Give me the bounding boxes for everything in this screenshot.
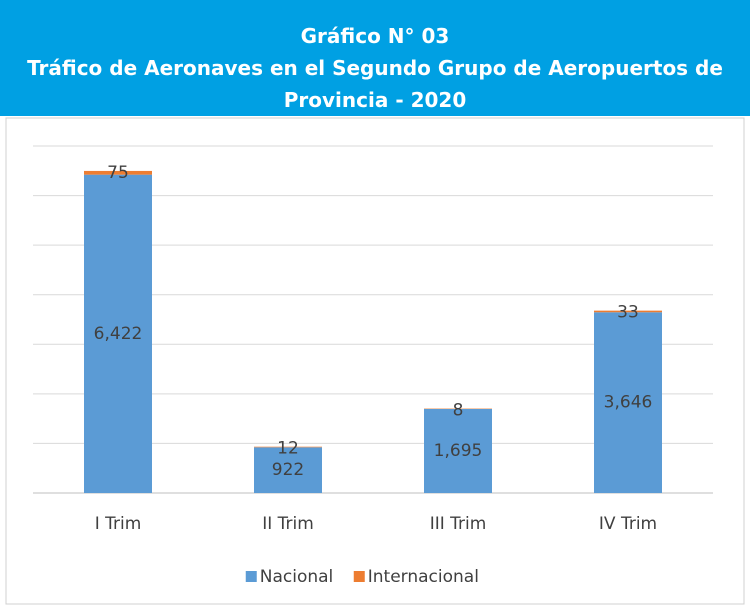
data-label: 6,422 (94, 324, 143, 344)
data-label: 1,695 (434, 441, 483, 461)
bar-segment (84, 174, 152, 493)
x-tick-label: II Trim (262, 514, 314, 534)
bar-segment (254, 446, 322, 448)
chart-title: Gráfico N° 03 (300, 24, 450, 48)
bar-segment (254, 447, 322, 493)
legend-swatch (245, 571, 257, 582)
x-tick-label: III Trim (430, 514, 487, 534)
legend-label: Internacional (368, 567, 479, 587)
bar-segment (594, 310, 662, 313)
bar-segment (424, 408, 492, 493)
data-label: 922 (272, 460, 304, 480)
data-label: 75 (107, 163, 129, 183)
bar-segment (594, 312, 662, 493)
data-label: 33 (617, 303, 639, 323)
chart-border (5, 117, 745, 605)
legend-swatch (353, 571, 365, 582)
chart-subtitle: Tráfico de Aeronaves en el Segundo Grupo… (27, 56, 723, 112)
title-banner: Gráfico N° 03 Tráfico de Aeronaves en el… (0, 0, 750, 116)
data-label: 12 (277, 439, 299, 459)
x-tick-label: I Trim (95, 514, 142, 534)
data-label: 8 (453, 401, 464, 421)
data-label: 3,646 (604, 393, 653, 413)
bar-segment (84, 170, 152, 175)
x-tick-label: IV Trim (599, 514, 657, 534)
legend-label: Nacional (260, 567, 334, 587)
